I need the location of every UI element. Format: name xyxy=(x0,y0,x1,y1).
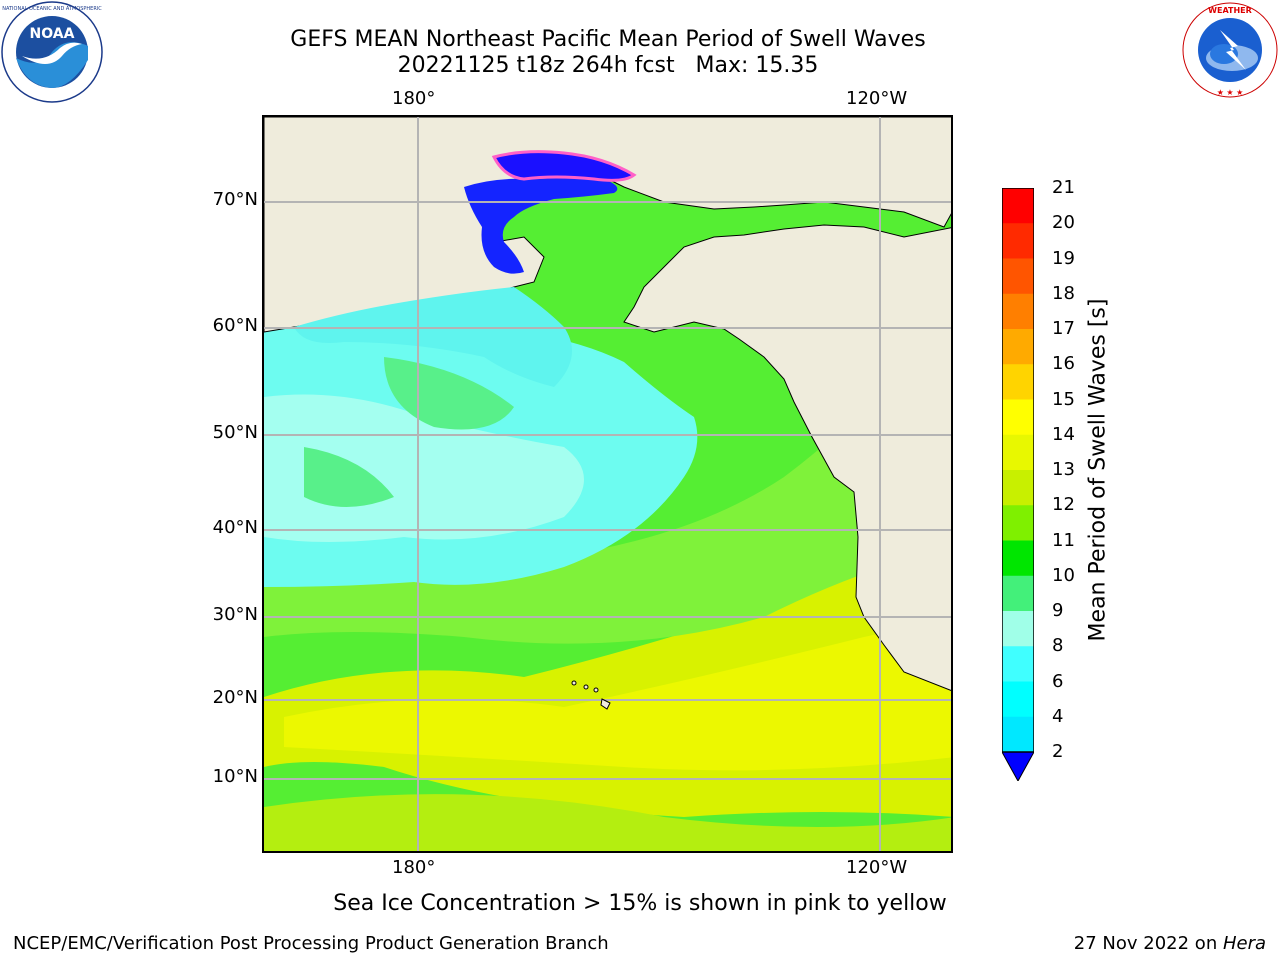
lat-label: 40°N xyxy=(212,517,258,538)
footer-host: Hera xyxy=(1222,933,1266,954)
footer-date: 27 Nov 2022 on Hera xyxy=(1074,933,1266,954)
lat-label: 50°N xyxy=(212,422,258,443)
chart-title: GEFS MEAN Northeast Pacific Mean Period … xyxy=(290,27,926,52)
noaa-logo-icon: NOAA NATIONAL OCEANIC AND ATMOSPHERIC xyxy=(1,1,103,103)
colorbar-tick-label: 12 xyxy=(1052,494,1075,516)
colorbar-segment xyxy=(1002,329,1034,365)
colorbar-segment xyxy=(1002,258,1034,295)
swell-period-field xyxy=(264,117,951,851)
chart-subtitle: 20221125 t18z 264h fcst Max: 15.35 xyxy=(397,53,819,78)
graticule xyxy=(264,117,951,851)
colorbar-segment xyxy=(1002,293,1034,330)
colorbar-segment xyxy=(1002,399,1034,436)
colorbar-tick-label: 9 xyxy=(1052,600,1064,621)
colorbar-tick-label: 15 xyxy=(1052,388,1075,410)
colorbar-tick-label: 10 xyxy=(1052,564,1075,586)
nws-logo-icon: WEATHER ★ ★ ★ xyxy=(1182,2,1278,98)
lat-label: 70°N xyxy=(212,189,258,210)
colorbar-tick-label: 8 xyxy=(1052,635,1064,657)
colorbar-segment xyxy=(1002,681,1034,718)
lat-label: 10°N xyxy=(212,766,258,787)
sea-ice-note: Sea Ice Concentration > 15% is shown in … xyxy=(333,891,947,916)
lon-label-bottom: 120°W xyxy=(846,857,908,878)
svg-text:★ ★ ★: ★ ★ ★ xyxy=(1217,88,1244,97)
colorbar-segment xyxy=(1002,540,1034,577)
colorbar-tick-label: 11 xyxy=(1052,529,1075,551)
colorbar-tick-label: 16 xyxy=(1052,353,1075,375)
hawaii-islands xyxy=(571,680,611,710)
lon-label-bottom: 180° xyxy=(392,857,436,878)
colorbar-extend-arrow xyxy=(1002,751,1034,781)
colorbar xyxy=(1002,188,1034,781)
lon-label-top: 120°W xyxy=(846,88,908,109)
colorbar-segment xyxy=(1002,575,1034,612)
colorbar-segment xyxy=(1002,716,1034,753)
svg-text:NATIONAL OCEANIC AND ATMOSPHER: NATIONAL OCEANIC AND ATMOSPHERIC xyxy=(2,6,102,12)
colorbar-label: Mean Period of Swell Waves [s] xyxy=(1085,298,1111,642)
footer-organization: NCEP/EMC/Verification Post Processing Pr… xyxy=(13,933,609,954)
colorbar-tick-label: 13 xyxy=(1052,459,1075,480)
colorbar-tick-label: 21 xyxy=(1052,177,1075,198)
colorbar-segment xyxy=(1002,434,1034,471)
colorbar-tick-label: 14 xyxy=(1052,423,1075,445)
colorbar-segment xyxy=(1002,611,1034,647)
lat-label: 60°N xyxy=(212,315,258,336)
svg-text:WEATHER: WEATHER xyxy=(1208,6,1252,15)
colorbar-tick-label: 17 xyxy=(1052,318,1075,339)
colorbar-segment xyxy=(1002,470,1034,506)
footer-date-text: 27 Nov 2022 on xyxy=(1073,933,1223,954)
colorbar-tick-label: 18 xyxy=(1052,282,1075,304)
svg-text:NOAA: NOAA xyxy=(30,26,75,42)
colorbar-segment xyxy=(1002,364,1034,400)
colorbar-tick-label: 6 xyxy=(1052,670,1064,692)
lat-label: 30°N xyxy=(212,604,258,625)
colorbar-segment xyxy=(1002,505,1034,541)
colorbar-tick-label: 2 xyxy=(1052,741,1064,762)
map-panel xyxy=(262,115,953,853)
lon-label-top: 180° xyxy=(392,88,436,109)
colorbar-tick-label: 4 xyxy=(1052,705,1064,727)
colorbar-segment xyxy=(1002,223,1034,259)
lat-label: 20°N xyxy=(212,687,258,708)
colorbar-tick-label: 20 xyxy=(1052,212,1075,234)
colorbar-tick-label: 19 xyxy=(1052,247,1075,269)
colorbar-segment xyxy=(1002,188,1034,224)
colorbar-segment xyxy=(1002,646,1034,682)
